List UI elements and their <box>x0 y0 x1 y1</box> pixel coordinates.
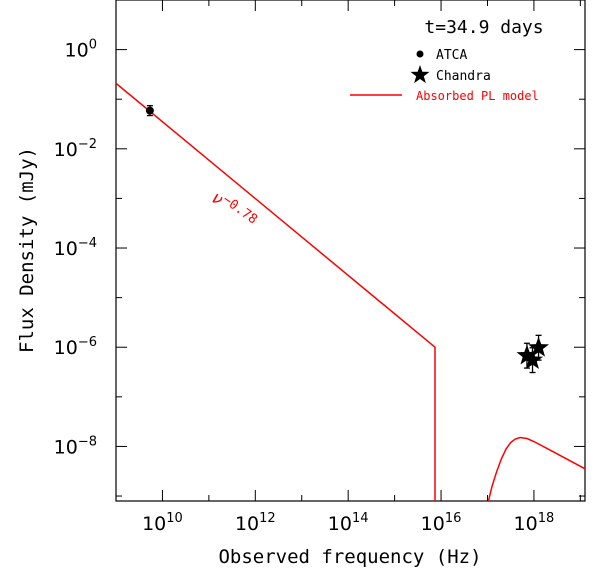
y-tick-label: 10−8 <box>54 434 97 458</box>
atca-point <box>145 106 154 115</box>
x-tick-label: 1018 <box>514 511 555 535</box>
chandra-point <box>516 344 538 365</box>
model-segment <box>487 436 586 502</box>
legend-atca-marker <box>416 50 424 58</box>
x-tick-label: 1016 <box>421 511 462 535</box>
x-tick-label: 1010 <box>142 511 183 535</box>
legend-atca-label: ATCA <box>436 48 467 63</box>
legend-model-label: Absorbed PL model <box>416 89 539 103</box>
axis-ticks <box>115 0 585 501</box>
legend-chandra-label: Chandra <box>436 69 491 84</box>
legend: ATCA Chandra Absorbed PL model <box>350 48 539 103</box>
x-axis-label: Observed frequency (Hz) <box>218 546 481 568</box>
y-tick-label: 100 <box>65 38 97 62</box>
legend-chandra-marker <box>410 65 430 84</box>
data-points <box>145 105 550 374</box>
x-tick-label: 1012 <box>235 511 276 535</box>
x-tick-labels: 1010 1012 1014 1016 1018 <box>142 511 554 535</box>
plot-frame <box>115 0 586 502</box>
y-axis-label: Flux Density (mJy) <box>16 147 38 353</box>
y-tick-label: 10−6 <box>54 335 97 359</box>
chandra-point <box>522 349 543 370</box>
slope-annotation: ν−0.78 <box>207 186 260 233</box>
chart-title: t=34.9 days <box>424 17 543 38</box>
y-tick-label: 10−4 <box>54 236 97 260</box>
y-tick-label: 10−2 <box>54 137 97 161</box>
model-curve <box>115 82 586 502</box>
x-tick-label: 1014 <box>328 511 369 535</box>
model-segment <box>115 82 436 501</box>
y-tick-labels: 100 10−2 10−4 10−6 10−8 <box>54 38 97 459</box>
chandra-point <box>528 336 550 357</box>
